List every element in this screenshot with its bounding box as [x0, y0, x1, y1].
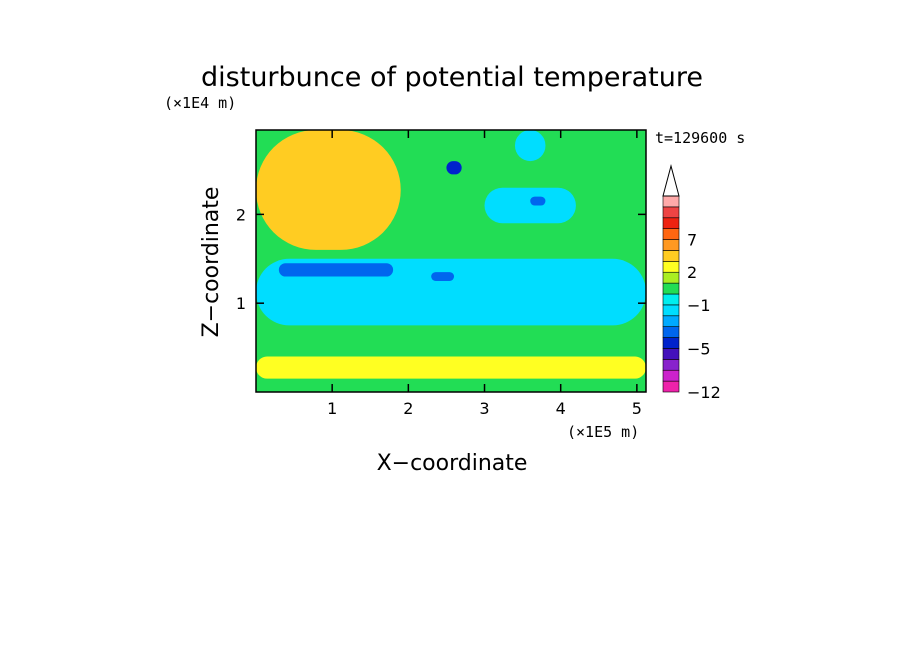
colorbar-cell — [662, 293, 680, 306]
contour-region — [446, 161, 462, 175]
colorbar-label: −5 — [687, 339, 711, 358]
contour-region — [431, 272, 455, 281]
x-tick-label: 5 — [632, 399, 642, 418]
y-tick-label: 1 — [236, 294, 246, 313]
colorbar-cell — [662, 315, 680, 327]
x-scale-label: (×1E5 m) — [567, 423, 639, 441]
colorbar-cell — [662, 228, 680, 240]
y-axis-label: Z−coordinate — [199, 187, 224, 338]
colorbar-cell — [662, 304, 680, 317]
colorbar-extend-arrow — [662, 164, 680, 197]
colorbar-cell — [662, 206, 680, 219]
colorbar-cell — [662, 348, 680, 360]
colorbar-label: −12 — [687, 383, 721, 402]
x-axis-label: X−coordinate — [377, 451, 528, 476]
chart-title: disturbunce of potential temperature — [201, 62, 703, 93]
contour-region — [256, 356, 646, 379]
colorbar-cell — [662, 282, 680, 295]
contour-region — [278, 263, 394, 277]
colorbar-cell — [662, 359, 680, 371]
contour-region — [256, 130, 401, 250]
contour-region — [514, 130, 546, 162]
colorbar-cell — [662, 217, 680, 229]
colorbar-label: −1 — [687, 296, 711, 315]
plot-area: 1 2 3 4 5 1 2 — [236, 129, 647, 418]
contour-region — [484, 187, 576, 224]
colorbar-cell — [662, 369, 680, 382]
colorbar: −12−5−127 — [662, 164, 721, 402]
colorbar-cell — [662, 250, 680, 262]
colorbar-cell — [662, 271, 680, 284]
x-tick-label: 1 — [327, 399, 337, 418]
colorbar-cell — [662, 261, 680, 273]
y-tick-label: 2 — [236, 205, 246, 224]
colorbar-cell — [662, 239, 680, 251]
y-scale-label: (×1E4 m) — [164, 94, 236, 112]
colorbar-cell — [662, 380, 680, 393]
time-annotation: t=129600 s — [655, 129, 745, 147]
contour-region — [530, 196, 546, 206]
x-tick-label: 3 — [479, 399, 489, 418]
x-tick-label: 2 — [403, 399, 413, 418]
colorbar-label: 7 — [687, 231, 697, 250]
colorbar-cell — [662, 195, 680, 208]
x-tick-label: 4 — [556, 399, 566, 418]
colorbar-cell — [662, 337, 680, 349]
plot-frame — [255, 129, 647, 393]
colorbar-cell — [662, 326, 680, 338]
colorbar-label: 2 — [687, 263, 697, 282]
